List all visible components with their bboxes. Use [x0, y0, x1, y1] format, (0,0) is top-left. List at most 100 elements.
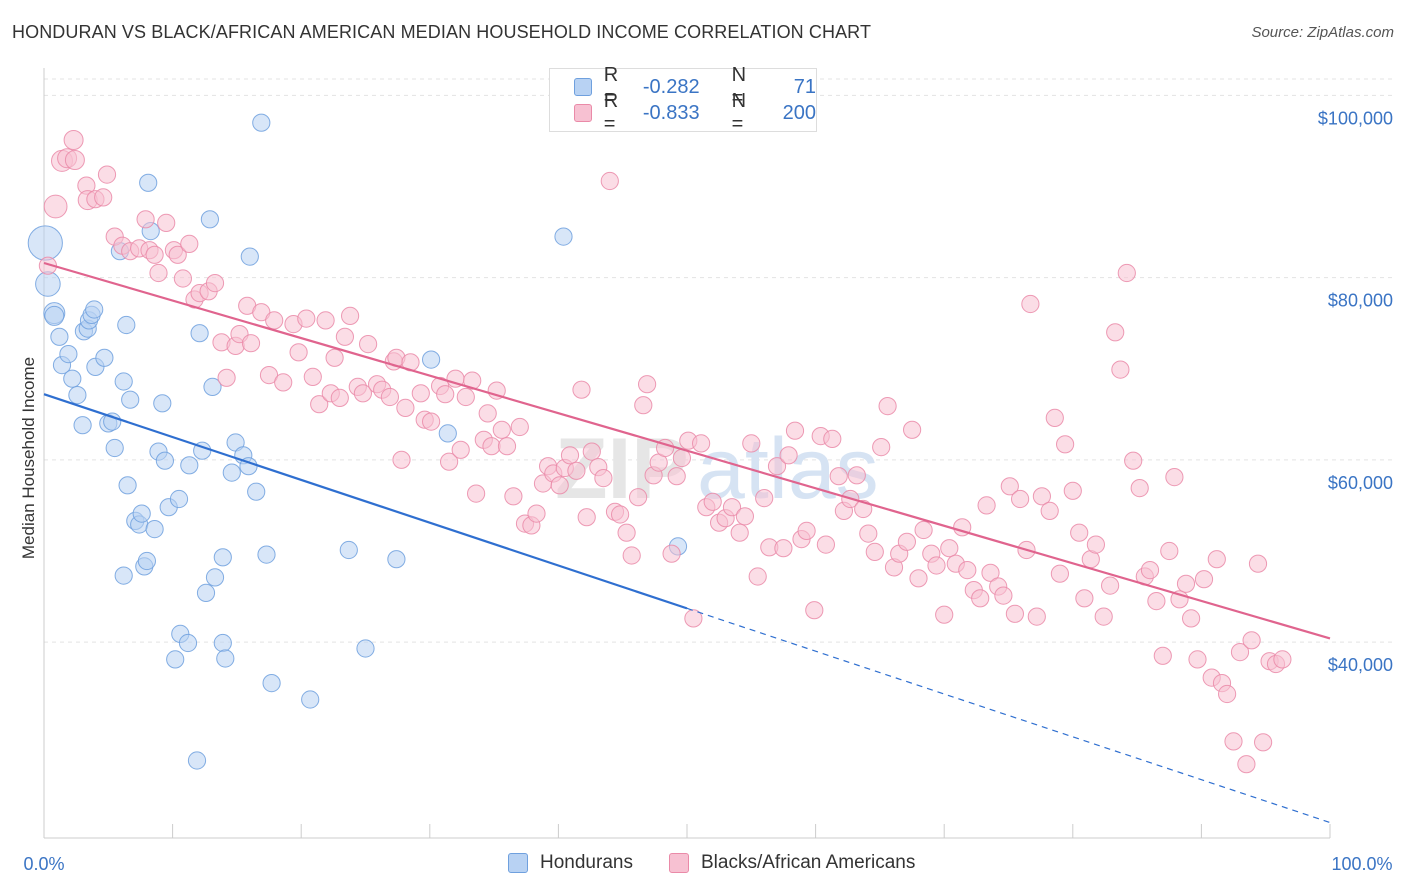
black-african-american-point [1160, 541, 1179, 561]
black-african-american-point [497, 437, 517, 456]
grid-layer [44, 78, 1392, 643]
black-african-american-point [622, 546, 641, 565]
series-legend-blacks[interactable]: Blacks/African Americans [669, 852, 915, 874]
black-african-american-point [456, 387, 475, 407]
black-african-american-point [617, 523, 636, 542]
black-african-american-point [504, 487, 523, 506]
honduran-point [114, 372, 133, 391]
black-african-american-point [330, 388, 349, 407]
black-african-american-point [1237, 755, 1256, 774]
black-african-american-point [742, 434, 761, 453]
black-african-american-point [767, 457, 787, 476]
series-legend-hondurans[interactable]: Hondurans [508, 852, 633, 874]
honduran-point [301, 690, 320, 709]
series-legend: Hondurans Blacks/African Americans [0, 852, 1406, 878]
black-african-american-point [797, 521, 816, 541]
black-african-american-point [252, 303, 271, 322]
honduran-point [35, 271, 61, 297]
honduran-point [44, 305, 65, 326]
black-african-american-point [217, 368, 236, 387]
honduran-point [240, 247, 259, 266]
black-african-american-point [94, 188, 113, 207]
legend-swatch-blue [574, 78, 592, 96]
black-african-american-point [914, 520, 933, 540]
black-african-american-point [667, 467, 686, 486]
black-african-american-point [1063, 481, 1082, 500]
black-african-american-point [297, 309, 316, 328]
black-african-american-point [816, 535, 836, 554]
black-african-american-point [341, 306, 360, 325]
honduran-point [117, 315, 136, 335]
honduran-point [68, 386, 87, 405]
honduran-point [132, 504, 151, 523]
honduran-point [166, 650, 185, 669]
trend-layer [43, 261, 1331, 824]
watermark: ZIP atlas [555, 421, 879, 517]
black-african-american-point [829, 467, 848, 486]
black-african-american-point [703, 492, 722, 511]
black-african-american-point [600, 171, 619, 191]
honduran-point [180, 456, 199, 475]
black-african-american-point [909, 569, 928, 588]
black-african-american-point [241, 334, 261, 353]
black-african-american-point [755, 489, 774, 508]
black-african-american-point [1153, 646, 1172, 665]
black-african-american-point [897, 532, 917, 551]
honduran-point [73, 416, 92, 435]
black-african-american-point [1101, 576, 1120, 595]
black-african-american-point [577, 508, 596, 527]
legend-r-label: R = [603, 64, 619, 109]
black-african-american-point [1254, 733, 1273, 752]
black-african-american-point [774, 539, 793, 558]
black-african-american-point [97, 165, 117, 184]
black-african-american-point [43, 194, 68, 219]
black-african-american-point [510, 417, 529, 437]
black-african-american-point [935, 605, 954, 624]
black-african-american-point [634, 396, 653, 415]
black-african-american-point [467, 484, 486, 503]
black-african-american-point [823, 429, 842, 448]
black-african-american-point [1273, 650, 1292, 669]
black-african-american-point [463, 371, 482, 390]
legend-n-value: 200 [782, 101, 816, 124]
y-tick-label: $100,000 [1318, 108, 1393, 128]
honduran-point [216, 649, 235, 668]
honduran-trend-line [43, 393, 688, 610]
black-african-american-point [1050, 564, 1070, 583]
y-tick-label: $60,000 [1328, 473, 1393, 493]
honduran-point [247, 482, 266, 501]
honduran-point [118, 476, 137, 495]
honduran-point [153, 394, 172, 413]
black-african-american-point [847, 466, 866, 485]
black-african-american-point [722, 498, 742, 517]
honduran-point [262, 674, 281, 693]
black-african-american-point [325, 348, 344, 367]
black-african-american-point [396, 398, 415, 417]
black-african-american-point [629, 488, 648, 507]
black-african-american-point [684, 609, 703, 628]
black-african-american-point [289, 343, 308, 362]
black-african-american-point [180, 234, 199, 253]
legend-r-label: R = [603, 90, 619, 135]
black-african-american-point [1224, 732, 1243, 751]
honduran-point [190, 324, 209, 343]
black-african-american-point [927, 556, 946, 575]
chart-source: Source: ZipAtlas.com [1251, 24, 1394, 41]
black-african-american-point [748, 567, 767, 586]
black-african-american-point [63, 130, 84, 150]
black-african-american-point [1230, 643, 1250, 662]
honduran-point [139, 173, 158, 192]
black-african-american-point [422, 412, 441, 431]
black-african-american-point [1207, 550, 1226, 569]
honduran-point [50, 327, 69, 346]
black-african-american-trend-line [43, 261, 1331, 640]
black-african-american-point [779, 446, 798, 465]
legend-n-label: N = [731, 90, 747, 135]
honduran-point [95, 348, 114, 367]
black-african-american-point [64, 150, 85, 170]
black-african-american-point [865, 542, 884, 562]
black-african-american-point [1111, 360, 1130, 379]
legend-n-value: 71 [793, 75, 816, 98]
honduran-point [63, 369, 82, 388]
honduran-point [222, 463, 241, 482]
